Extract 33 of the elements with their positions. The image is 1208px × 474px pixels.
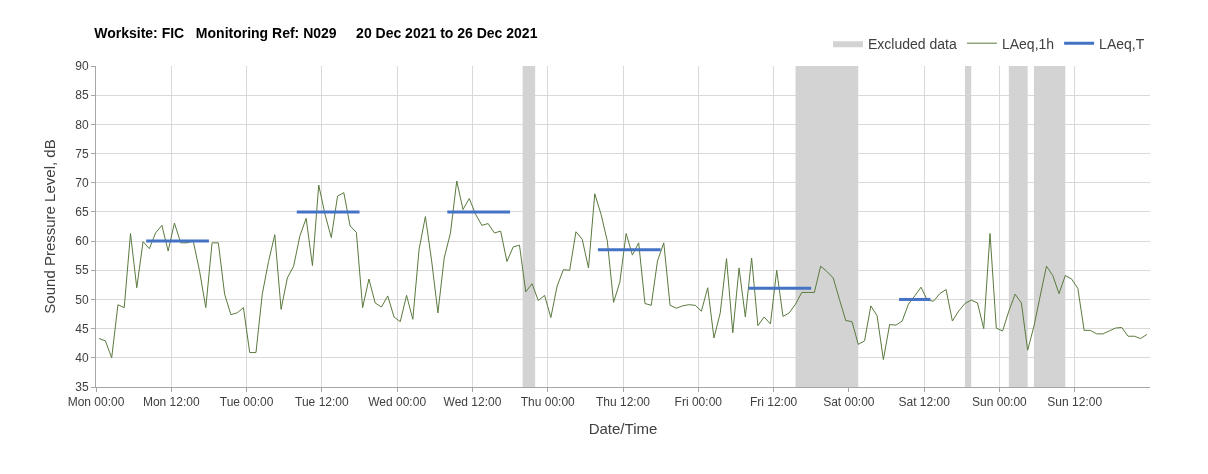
legend-label: Excluded data	[868, 35, 957, 52]
line-series	[98, 180, 1148, 361]
y-tick-label: 45	[75, 321, 89, 336]
x-tick-label: Thu 12:00	[595, 395, 651, 410]
y-tick-label: 55	[75, 263, 89, 278]
y-tick-label: 90	[75, 59, 89, 74]
y-tick-label: 70	[75, 175, 89, 190]
y-tick-label: 60	[75, 234, 89, 249]
y-tick-label: 65	[75, 205, 89, 220]
x-tick-label: Wed 12:00	[443, 395, 502, 410]
x-tick-label: Sat 00:00	[823, 395, 875, 410]
y-tick-label: 50	[75, 292, 89, 307]
x-tick-label: Wed 00:00	[368, 395, 427, 410]
x-tick-label: Thu 00:00	[520, 395, 576, 410]
chart-title: Worksite: FIC Monitoring Ref: N029 20 Dec 2021 to 26 Dec 2021	[94, 25, 538, 42]
y-tick-label: 75	[75, 146, 89, 161]
y-tick-label: 35	[75, 380, 89, 395]
x-tick-label: Sun 00:00	[972, 395, 1028, 410]
x-tick-label: Tue 00:00	[219, 395, 274, 410]
legend-label: LAeq,1h	[1001, 35, 1055, 52]
x-tick-label: Tue 12:00	[295, 395, 349, 410]
x-tick-label: Fri 00:00	[674, 395, 723, 410]
x-tick-label: Fri 12:00	[749, 395, 798, 410]
x-tick-label: Sat 12:00	[898, 395, 951, 410]
x-tick-label: Mon 00:00	[67, 395, 125, 410]
y-tick-label: 80	[75, 117, 89, 132]
x-tick-label: Sun 12:00	[1047, 395, 1103, 410]
y-tick-label: 85	[75, 88, 89, 103]
x-tick-label: Mon 12:00	[142, 395, 200, 410]
x-axis-title: Date/Time	[588, 420, 658, 438]
y-axis-title: Sound Pressure Level, dB	[41, 139, 59, 314]
legend-label: LAeq,T	[1099, 35, 1145, 52]
y-tick-label: 40	[75, 351, 89, 366]
